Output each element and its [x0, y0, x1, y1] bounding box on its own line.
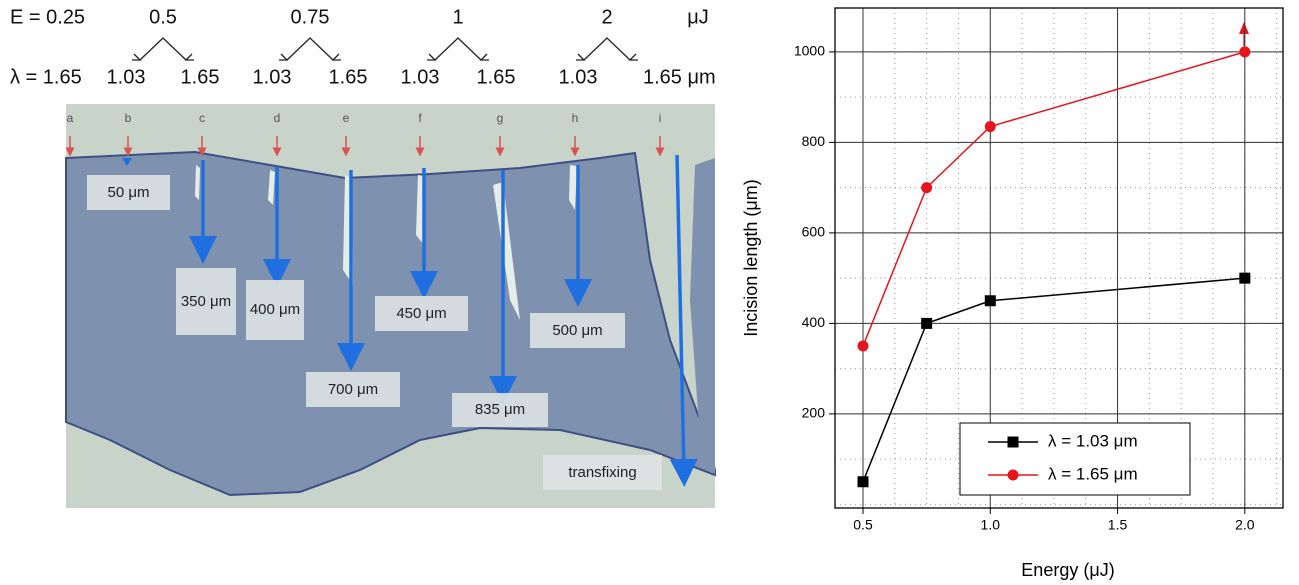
split-arrow [576, 38, 638, 60]
header-text: μJ [687, 6, 709, 28]
marker [858, 341, 869, 352]
header-text: 1.65 μm [643, 66, 716, 88]
legend-label: λ = 1.65 μm [1048, 464, 1138, 483]
header-text: 1.65 [329, 66, 368, 88]
sample-letter: i [659, 111, 662, 125]
page: E = 0.25 0.5 0.75 1 2 μJ λ = 1.65 1.03 1… [0, 0, 1299, 585]
depth-label: 500 μm [530, 313, 625, 348]
x-tick-label: 2.0 [1235, 517, 1255, 533]
header-text: λ = 1.65 [10, 66, 82, 88]
marker [921, 182, 932, 193]
header-text: 0.5 [149, 6, 177, 28]
series-line [863, 52, 1245, 346]
depth-label: 700 μm [306, 372, 400, 407]
continuation-arrow [1239, 22, 1249, 34]
legend-marker [1008, 470, 1019, 481]
header-text: 1.65 [181, 66, 220, 88]
x-tick-label: 1.5 [1108, 517, 1128, 533]
plot-frame [835, 8, 1283, 508]
y-tick-label: 400 [802, 314, 826, 330]
series-line [863, 278, 1245, 482]
header-text: 1.03 [401, 66, 440, 88]
marker [985, 121, 996, 132]
sample-letter: b [125, 111, 132, 125]
legend-box [960, 423, 1190, 495]
marker [921, 318, 932, 329]
sample-letter: e [343, 111, 350, 125]
split-arrow [132, 38, 194, 60]
header-text: E = 0.25 [10, 6, 85, 28]
header-text: 1.65 [477, 66, 516, 88]
depth-label: 450 μm [375, 296, 468, 331]
marker [985, 295, 996, 306]
sample-letter: g [497, 111, 504, 125]
y-tick-label: 800 [802, 133, 826, 149]
sample-letter: a [67, 111, 74, 125]
depth-label: 350 μm [176, 268, 236, 335]
marker [1239, 273, 1250, 284]
legend-label: λ = 1.03 μm [1048, 431, 1138, 450]
y-tick-label: 200 [802, 405, 826, 421]
x-tick-label: 1.0 [981, 517, 1001, 533]
header-text: 1.03 [559, 66, 598, 88]
split-arrow [279, 38, 341, 60]
y-tick-label: 600 [802, 224, 826, 240]
x-tick-label: 0.5 [853, 517, 873, 533]
header-text: 2 [601, 6, 612, 28]
header-text: 0.75 [291, 6, 330, 28]
sample-letter: c [199, 111, 205, 125]
sample-letter: h [572, 111, 579, 125]
legend-marker [1008, 437, 1019, 448]
depth-label: 400 μm [246, 280, 304, 340]
header-text: 1 [452, 6, 463, 28]
x-axis-label: Energy (μJ) [1021, 560, 1114, 580]
y-tick-label: 1000 [794, 43, 825, 59]
sample-letter: d [274, 111, 281, 125]
header-text: 1.03 [107, 66, 146, 88]
split-arrow [427, 38, 489, 60]
depth-label: 835 μm [452, 393, 548, 427]
figure-left: E = 0.25 0.5 0.75 1 2 μJ λ = 1.65 1.03 1… [0, 0, 760, 585]
header-text: 1.03 [253, 66, 292, 88]
marker [1239, 46, 1250, 57]
split-arrows [132, 38, 638, 60]
depth-label: 50 μm [87, 175, 170, 210]
marker [858, 476, 869, 487]
depth-label: transfixing [543, 455, 662, 490]
header: E = 0.25 0.5 0.75 1 2 μJ λ = 1.65 1.03 1… [10, 6, 716, 88]
